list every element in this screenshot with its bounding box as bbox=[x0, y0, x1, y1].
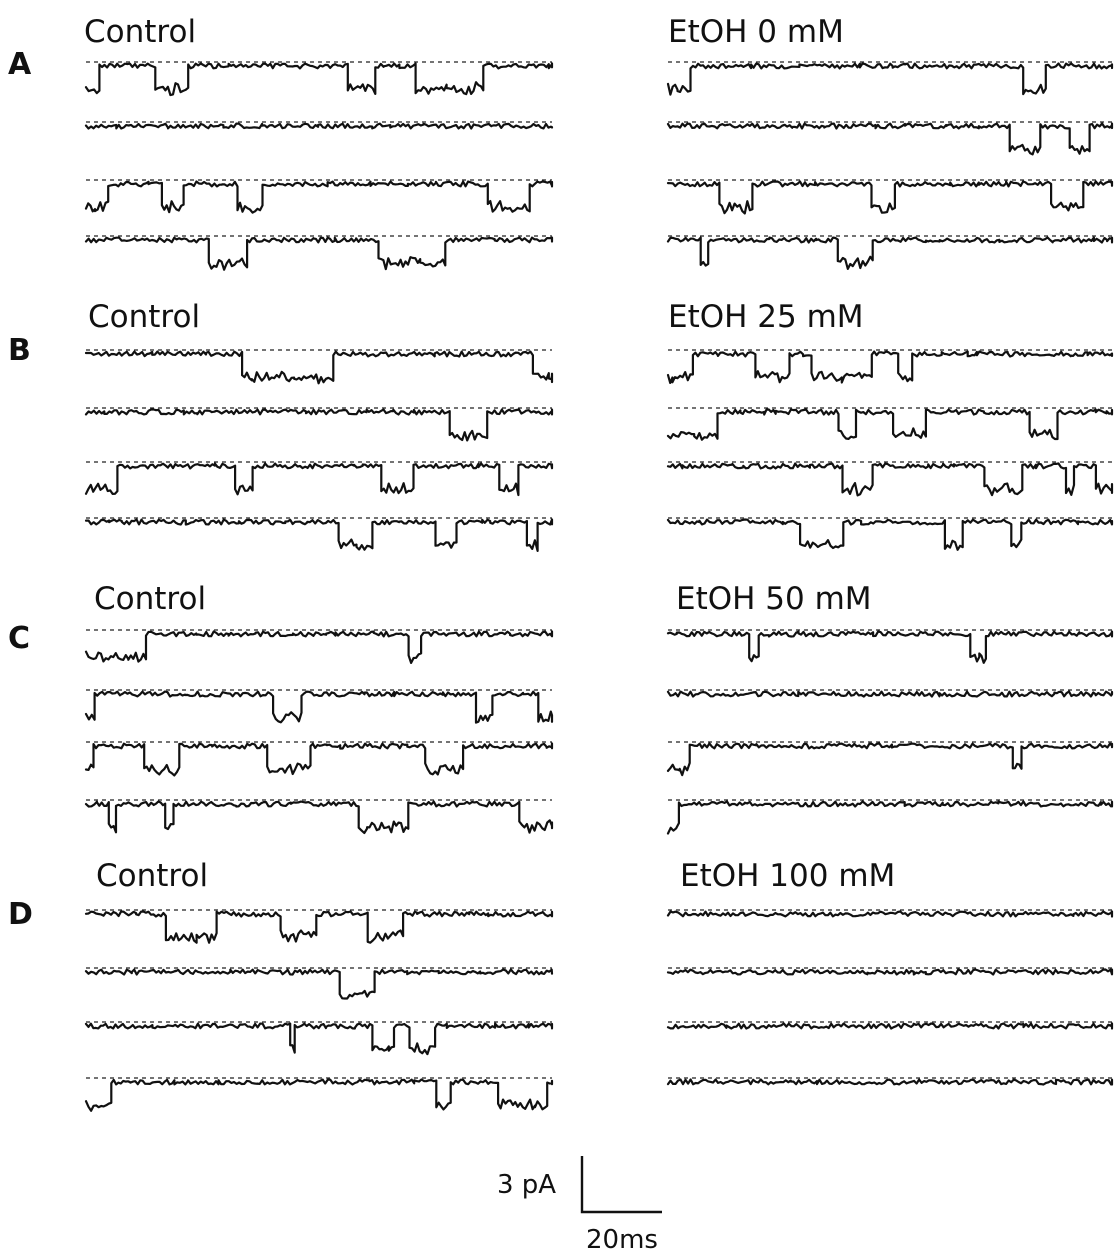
current-trace bbox=[84, 518, 554, 552]
scale-bar bbox=[580, 1156, 662, 1214]
current-trace bbox=[84, 62, 554, 97]
current-trace bbox=[666, 1022, 1114, 1030]
current-trace bbox=[666, 690, 1114, 698]
current-trace bbox=[666, 408, 1114, 441]
current-trace bbox=[666, 518, 1114, 551]
panel-letter-b: B bbox=[8, 333, 31, 368]
current-trace bbox=[84, 630, 554, 664]
current-trace bbox=[84, 180, 554, 214]
panel-d-left-label: Control bbox=[96, 858, 208, 894]
current-trace bbox=[84, 1078, 554, 1112]
current-trace bbox=[84, 462, 554, 497]
current-trace bbox=[84, 408, 554, 442]
current-trace bbox=[666, 62, 1114, 96]
current-trace bbox=[666, 180, 1114, 215]
panel-letter-d: D bbox=[8, 897, 33, 932]
panel-d-right-label: EtOH 100 mM bbox=[680, 858, 895, 894]
current-trace bbox=[666, 462, 1114, 497]
panel-c-right-label: EtOH 50 mM bbox=[676, 581, 872, 617]
panel-c-left-label: Control bbox=[94, 581, 206, 617]
current-trace bbox=[666, 910, 1114, 918]
current-trace bbox=[84, 968, 554, 1000]
current-trace bbox=[666, 122, 1114, 156]
panel-a-right-label: EtOH 0 mM bbox=[668, 14, 844, 50]
panel-b-right-label: EtOH 25 mM bbox=[668, 299, 864, 335]
current-trace bbox=[666, 800, 1114, 835]
panel-a-left-label: Control bbox=[84, 14, 196, 50]
current-trace bbox=[84, 236, 554, 271]
current-trace bbox=[666, 236, 1114, 270]
current-trace bbox=[666, 1078, 1114, 1086]
current-trace bbox=[84, 1022, 554, 1056]
panel-letter-a: A bbox=[8, 47, 32, 82]
current-trace bbox=[84, 800, 554, 835]
current-trace bbox=[666, 630, 1114, 664]
current-trace bbox=[84, 350, 554, 385]
current-trace bbox=[84, 690, 554, 724]
scale-bar-time-label: 20ms bbox=[586, 1225, 658, 1252]
current-trace bbox=[666, 350, 1114, 384]
panel-letter-c: C bbox=[8, 621, 30, 656]
panel-b-left-label: Control bbox=[88, 299, 200, 335]
trace-area bbox=[84, 61, 1114, 1112]
scale-bar-current-label: 3 pA bbox=[497, 1170, 556, 1200]
current-trace bbox=[666, 968, 1114, 976]
current-trace bbox=[84, 910, 554, 944]
current-trace bbox=[666, 742, 1114, 777]
current-trace bbox=[84, 122, 554, 130]
current-trace bbox=[84, 742, 554, 777]
